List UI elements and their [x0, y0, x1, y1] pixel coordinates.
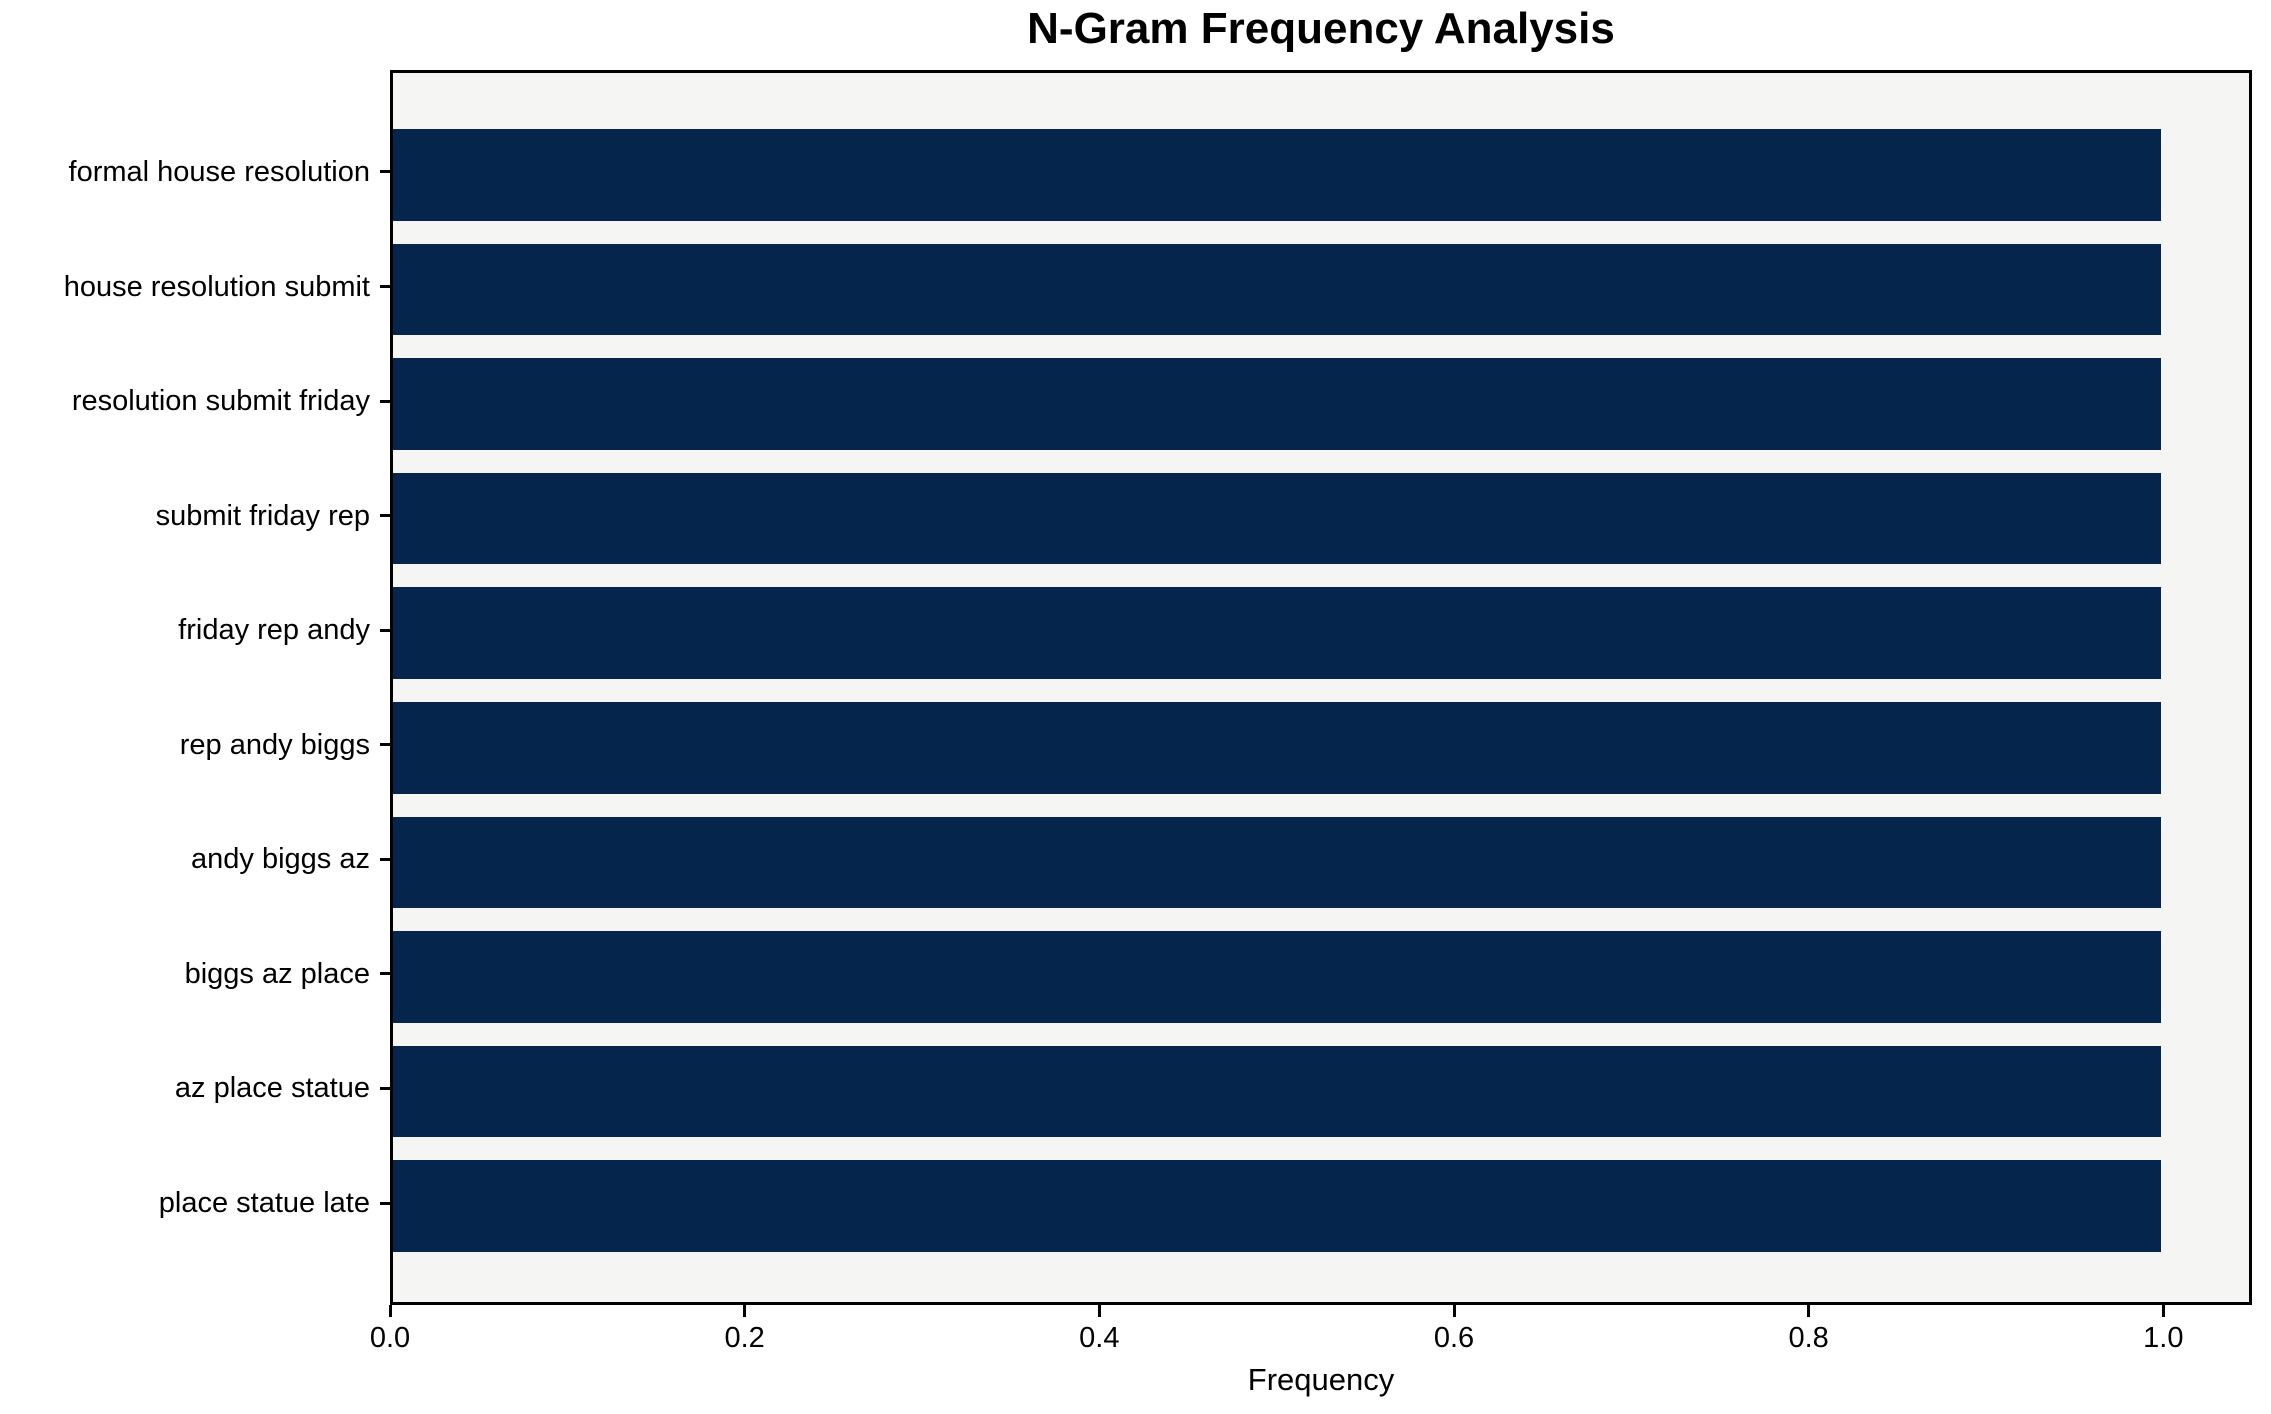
x-tick-label: 1.0: [2143, 1322, 2184, 1354]
y-tick-mark: [380, 1201, 390, 1205]
y-tick-label: rep andy biggs: [179, 728, 370, 761]
y-tick-label: resolution submit friday: [71, 385, 370, 418]
bar: [393, 701, 2161, 794]
y-tick-mark: [380, 972, 390, 976]
bar: [393, 816, 2161, 909]
bar: [393, 587, 2161, 680]
y-tick-label: andy biggs az: [191, 843, 370, 876]
bar: [393, 358, 2161, 450]
bar: [393, 1045, 2161, 1138]
x-tick-label: 0.8: [1788, 1322, 1829, 1354]
x-tick-mark: [2161, 1305, 2165, 1317]
y-tick-mark: [380, 743, 390, 747]
bar: [393, 1160, 2161, 1252]
y-tick-mark: [380, 1086, 390, 1090]
x-tick-label: 0.2: [724, 1322, 765, 1354]
y-tick-label: submit friday rep: [155, 499, 370, 532]
y-tick-label: house resolution submit: [63, 270, 370, 303]
chart-title: N-Gram Frequency Analysis: [1027, 4, 1615, 53]
x-tick-mark: [743, 1305, 747, 1317]
x-tick-mark: [1097, 1305, 1101, 1317]
y-tick-mark: [380, 399, 390, 403]
y-tick-mark: [380, 514, 390, 518]
x-tick-mark: [388, 1305, 392, 1317]
y-tick-label: place statue late: [158, 1187, 370, 1220]
x-tick-mark: [1452, 1305, 1456, 1317]
y-tick-label: friday rep andy: [178, 614, 370, 647]
y-tick-mark: [380, 170, 390, 174]
bar: [393, 129, 2161, 221]
plot-area: [390, 70, 2252, 1305]
x-tick-label: 0.6: [1433, 1322, 1475, 1354]
y-tick-label: formal house resolution: [68, 155, 370, 188]
bar: [393, 243, 2161, 336]
x-axis-title: Frequency: [1247, 1362, 1395, 1397]
y-tick-mark: [380, 628, 390, 632]
bar: [393, 931, 2161, 1023]
y-tick-label: az place statue: [174, 1072, 370, 1105]
y-tick-label: biggs az place: [184, 957, 370, 990]
x-tick-mark: [1807, 1305, 1811, 1317]
y-tick-mark: [380, 857, 390, 861]
x-tick-label: 0.4: [1079, 1322, 1120, 1354]
y-tick-mark: [380, 285, 390, 289]
x-tick-label: 0.0: [369, 1322, 411, 1354]
bar: [393, 472, 2161, 565]
